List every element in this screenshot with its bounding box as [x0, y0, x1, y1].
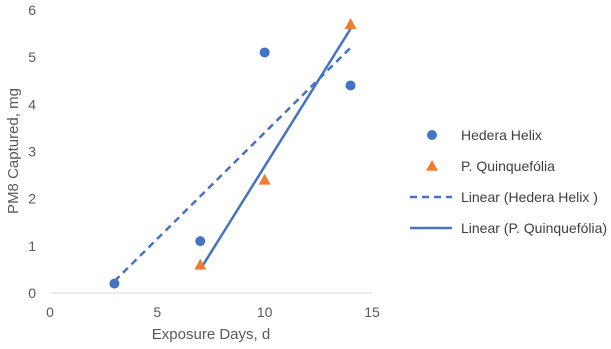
- y-tick-label: 1: [28, 238, 36, 254]
- legend-label: Linear (P. Quinquefólia): [461, 220, 607, 236]
- y-tick-label: 2: [28, 191, 36, 207]
- legend-swatch: [426, 160, 438, 171]
- x-tick-label: 5: [153, 304, 161, 320]
- legend-label: Hedera Helix: [461, 127, 542, 143]
- legend: Hedera Helix P. Quinquefólia Linear (Heder…: [410, 127, 607, 236]
- data-point: [194, 258, 207, 270]
- y-axis-label: PM8 Captured, mg: [5, 88, 22, 214]
- data-point: [258, 173, 271, 185]
- y-tick-label: 4: [28, 96, 36, 112]
- data-point: [195, 236, 206, 247]
- data-point: [259, 47, 270, 58]
- y-tick-label: 6: [28, 2, 36, 18]
- x-axis-label: Exposure Days, d: [152, 326, 270, 343]
- legend-label: P. Quinquefólia: [461, 158, 555, 174]
- legend-label: Linear (Hedera Helix ): [461, 189, 598, 205]
- trendline: [199, 28, 352, 271]
- data-point: [344, 18, 357, 29]
- y-tick-label: 3: [28, 144, 36, 160]
- y-tick-label: 0: [28, 285, 36, 301]
- data-point: [109, 278, 120, 289]
- data-point: [345, 80, 356, 91]
- trendline: [113, 46, 352, 283]
- y-tick-label: 5: [28, 49, 36, 65]
- x-tick-label: 10: [257, 304, 273, 320]
- legend-swatch: [427, 130, 437, 140]
- plot-area: 0 5 10 15 0 1 2 3 4 5 6: [28, 2, 380, 320]
- x-tick-label: 0: [46, 304, 54, 320]
- x-tick-label: 15: [364, 304, 380, 320]
